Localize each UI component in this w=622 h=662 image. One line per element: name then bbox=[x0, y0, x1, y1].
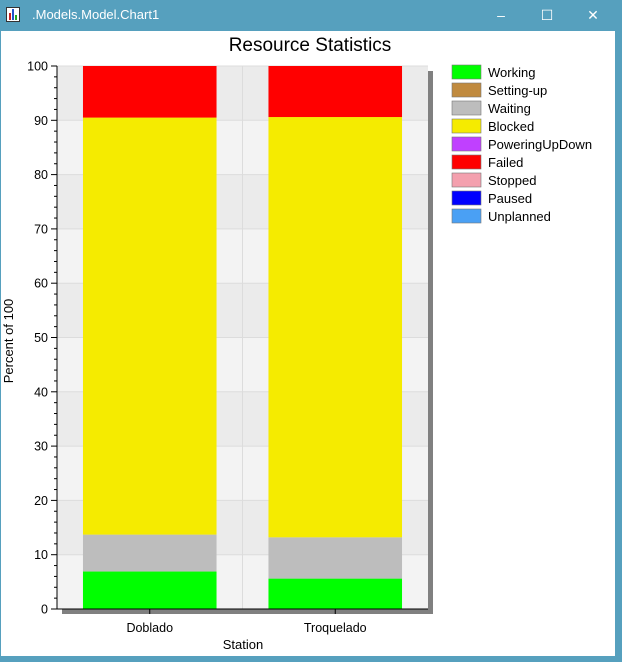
y-tick-label: 30 bbox=[34, 440, 48, 454]
legend-label-paused: Paused bbox=[488, 191, 532, 206]
title-bar[interactable]: .Models.Model.Chart1 ‒ ☐ ✕ bbox=[0, 0, 622, 31]
legend-swatch-poweringupdown bbox=[451, 136, 482, 152]
x-tick-label: Doblado bbox=[126, 621, 173, 635]
legend-label-working: Working bbox=[488, 65, 535, 80]
window-title: .Models.Model.Chart1 bbox=[32, 7, 160, 22]
legend-label-unplanned: Unplanned bbox=[488, 209, 551, 224]
bar-segment-failed-troquelado bbox=[268, 66, 403, 118]
legend-swatch-blocked bbox=[451, 118, 482, 134]
legend-swatch-failed bbox=[451, 154, 482, 170]
x-tick-label: Troquelado bbox=[304, 621, 367, 635]
legend-swatch-working bbox=[451, 64, 482, 80]
legend-label-failed: Failed bbox=[488, 155, 523, 170]
legend-label-blocked: Blocked bbox=[488, 119, 534, 134]
chart-app-icon bbox=[6, 7, 20, 22]
bar-segment-working-troquelado bbox=[268, 578, 403, 609]
close-button[interactable]: ✕ bbox=[570, 0, 616, 30]
y-tick-label: 100 bbox=[27, 60, 48, 74]
bar-segment-failed-doblado bbox=[82, 66, 217, 118]
y-tick-label: 50 bbox=[34, 331, 48, 345]
chart-title: Resource Statistics bbox=[229, 35, 392, 56]
y-tick-label: 60 bbox=[34, 277, 48, 291]
y-tick-label: 40 bbox=[34, 385, 48, 399]
y-tick-label: 0 bbox=[41, 603, 48, 617]
y-tick-label: 90 bbox=[34, 114, 48, 128]
bar-segment-waiting-troquelado bbox=[268, 537, 403, 579]
y-tick-label: 20 bbox=[34, 494, 48, 508]
legend-swatch-paused bbox=[451, 190, 482, 206]
legend-swatch-setting-up bbox=[451, 82, 482, 98]
close-icon: ✕ bbox=[587, 7, 599, 23]
bar-segment-working-doblado bbox=[82, 571, 217, 609]
bar-segment-blocked-troquelado bbox=[268, 117, 403, 538]
legend-label-setting-up: Setting-up bbox=[488, 83, 547, 98]
minimize-button[interactable]: ‒ bbox=[478, 0, 524, 30]
resource-statistics-chart: Doblado Troquelado0102030405060708090100 … bbox=[1, 35, 592, 652]
x-axis-label: Station bbox=[223, 637, 263, 652]
legend-label-poweringupdown: PoweringUpDown bbox=[488, 137, 592, 152]
bar-segment-waiting-doblado bbox=[82, 534, 217, 572]
chart-area: Doblado Troquelado 0 10 20 30 40 50 60 70 80 90 100 … bbox=[1, 31, 615, 656]
legend-swatch-waiting bbox=[451, 100, 482, 116]
bar-segment-blocked-doblado bbox=[82, 117, 217, 535]
legend-swatch-stopped bbox=[451, 172, 482, 188]
maximize-button[interactable]: ☐ bbox=[524, 0, 570, 30]
y-axis-label: Percent of 100 bbox=[1, 299, 16, 384]
legend-swatch-unplanned bbox=[451, 208, 482, 224]
maximize-icon: ☐ bbox=[540, 7, 554, 23]
y-tick-label: 70 bbox=[34, 222, 48, 236]
legend-label-stopped: Stopped bbox=[488, 173, 536, 188]
y-tick-label: 80 bbox=[34, 168, 48, 182]
y-tick-label: 10 bbox=[34, 548, 48, 562]
legend-label-waiting: Waiting bbox=[488, 101, 531, 116]
minimize-icon: ‒ bbox=[497, 7, 505, 23]
